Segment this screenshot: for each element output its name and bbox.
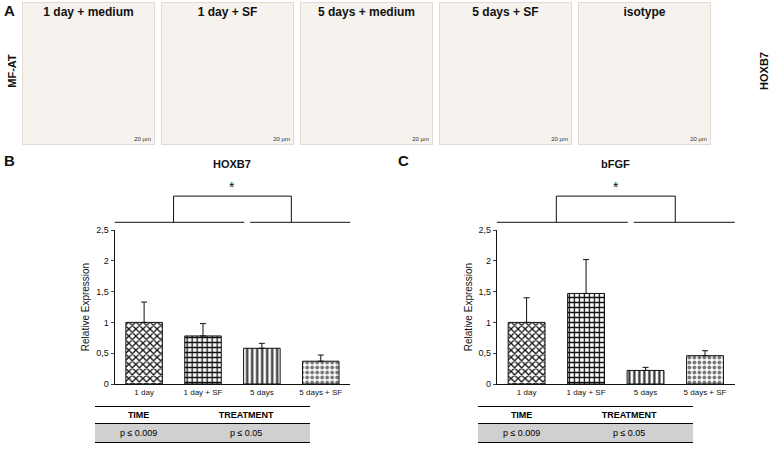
svg-text:5 days: 5 days — [634, 388, 658, 397]
svg-text:0,5: 0,5 — [479, 348, 492, 358]
svg-text:1 day: 1 day — [134, 388, 154, 397]
html-text:p ≤ 0.009: p ≤ 0.009 — [119, 428, 158, 438]
html-text:TREATMENT: TREATMENT — [218, 410, 274, 420]
html-text:20 µm: 20 µm — [134, 136, 151, 142]
html-text:HOXB7: HOXB7 — [758, 52, 770, 90]
html-text:TIME: TIME — [510, 410, 533, 420]
html-text:isotype: isotype — [623, 5, 666, 19]
html-text:1 day + SF: 1 day + SF — [197, 5, 258, 19]
svg-text:2: 2 — [104, 256, 109, 266]
svg-text:2: 2 — [486, 256, 491, 266]
html-text:20 µm: 20 µm — [412, 136, 429, 142]
svg-text:2,5: 2,5 — [479, 225, 492, 235]
svg-text:0: 0 — [486, 379, 491, 389]
svg-text:HOXB7: HOXB7 — [213, 158, 251, 170]
svg-text:bFGF: bFGF — [601, 158, 630, 170]
svg-text:5 days + SF: 5 days + SF — [684, 388, 727, 397]
svg-text:0,5: 0,5 — [96, 348, 109, 358]
svg-text:Relative Expression: Relative Expression — [80, 263, 91, 351]
html-text:B: B — [4, 152, 15, 169]
html-text:TREATMENT: TREATMENT — [601, 410, 657, 420]
svg-text:1 day: 1 day — [517, 388, 537, 397]
html-text:1 day + medium: 1 day + medium — [43, 5, 134, 19]
html-text:p ≤ 0.009: p ≤ 0.009 — [502, 428, 541, 438]
svg-text:1,5: 1,5 — [479, 287, 492, 297]
svg-text:5 days + SF: 5 days + SF — [299, 388, 342, 397]
svg-text:*: * — [229, 179, 235, 195]
html-text:20 µm: 20 µm — [690, 136, 707, 142]
html-text:5 days + SF: 5 days + SF — [472, 5, 539, 19]
svg-text:1 day + SF: 1 day + SF — [567, 388, 606, 397]
html-text:p ≤ 0.05: p ≤ 0.05 — [612, 428, 646, 438]
svg-text:2,5: 2,5 — [96, 225, 109, 235]
html-text:A: A — [4, 2, 15, 19]
svg-text:1: 1 — [104, 318, 109, 328]
svg-text:0: 0 — [104, 379, 109, 389]
svg-text:1,5: 1,5 — [96, 287, 109, 297]
svg-text:1: 1 — [486, 318, 491, 328]
html-text:5 days + medium: 5 days + medium — [318, 5, 415, 19]
svg-text:*: * — [613, 179, 619, 195]
html-text:p ≤ 0.05: p ≤ 0.05 — [229, 428, 263, 438]
html-text:20 µm: 20 µm — [273, 136, 290, 142]
html-text:20 µm: 20 µm — [551, 136, 568, 142]
svg-text:Relative Expression: Relative Expression — [463, 263, 474, 351]
html-text:TIME: TIME — [127, 410, 150, 420]
svg-text:5 days: 5 days — [250, 388, 274, 397]
html-text:C: C — [398, 152, 409, 169]
svg-text:1 day + SF: 1 day + SF — [184, 388, 223, 397]
html-text:MF-AT: MF-AT — [6, 54, 18, 88]
